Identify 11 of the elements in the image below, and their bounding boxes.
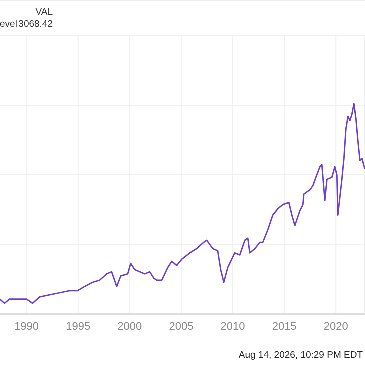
x-tick-label: 2000	[118, 320, 142, 333]
x-tick-label: 2005	[169, 320, 194, 333]
text: 3068.42	[18, 19, 53, 30]
x-tick-label: 1990	[14, 320, 40, 333]
x-tick-label: 2010	[220, 320, 246, 333]
x-tick-label: 2015	[272, 320, 297, 333]
x-tick-label: 1995	[66, 320, 91, 333]
text: evel	[0, 19, 18, 30]
text: Aug 14, 2026, 10:29 PM EDT	[238, 350, 363, 361]
text: VAL	[36, 7, 53, 18]
x-tick-label: 2020	[324, 320, 348, 333]
